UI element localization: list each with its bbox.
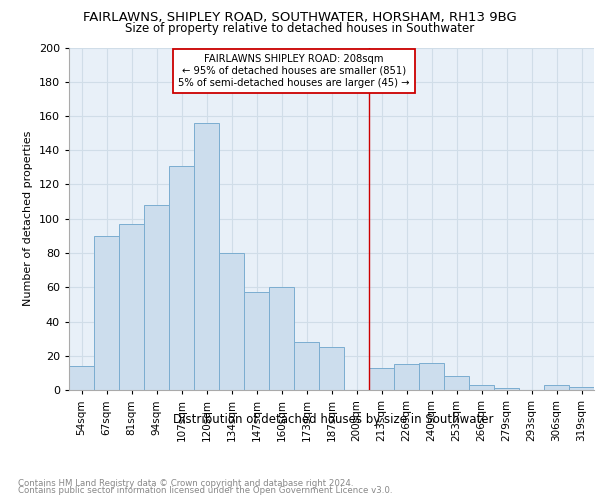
Text: FAIRLAWNS, SHIPLEY ROAD, SOUTHWATER, HORSHAM, RH13 9BG: FAIRLAWNS, SHIPLEY ROAD, SOUTHWATER, HOR… — [83, 11, 517, 24]
Text: FAIRLAWNS SHIPLEY ROAD: 208sqm
← 95% of detached houses are smaller (851)
5% of : FAIRLAWNS SHIPLEY ROAD: 208sqm ← 95% of … — [178, 54, 410, 88]
Bar — [94, 236, 119, 390]
Bar — [544, 385, 569, 390]
Bar — [369, 368, 394, 390]
Y-axis label: Number of detached properties: Number of detached properties — [23, 131, 33, 306]
Bar — [69, 366, 94, 390]
Bar — [294, 342, 319, 390]
Text: Contains public sector information licensed under the Open Government Licence v3: Contains public sector information licen… — [18, 486, 392, 495]
Bar — [144, 205, 169, 390]
Bar — [319, 347, 344, 390]
Bar — [394, 364, 419, 390]
Bar — [444, 376, 469, 390]
Text: Contains HM Land Registry data © Crown copyright and database right 2024.: Contains HM Land Registry data © Crown c… — [18, 478, 353, 488]
Bar — [494, 388, 519, 390]
Text: Size of property relative to detached houses in Southwater: Size of property relative to detached ho… — [125, 22, 475, 35]
Bar — [469, 385, 494, 390]
Bar — [269, 287, 294, 390]
Bar — [419, 362, 444, 390]
Bar — [169, 166, 194, 390]
Bar — [194, 123, 219, 390]
Bar — [244, 292, 269, 390]
Text: Distribution of detached houses by size in Southwater: Distribution of detached houses by size … — [173, 412, 493, 426]
Bar — [569, 386, 594, 390]
Bar — [119, 224, 144, 390]
Bar — [219, 253, 244, 390]
